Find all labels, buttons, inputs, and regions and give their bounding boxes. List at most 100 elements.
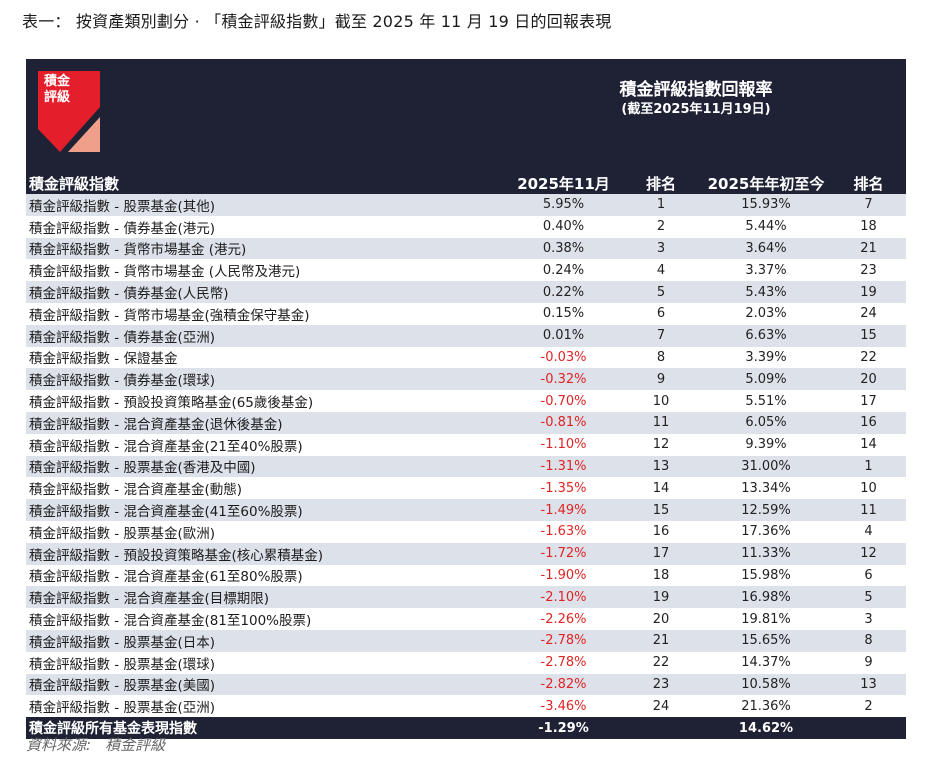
row-ytd-return: 9.39% [745,437,787,453]
row-ytd-return: 14.37% [741,655,791,671]
row-month-return: -1.49% [540,502,587,518]
row-ytd-rank: 14 [860,437,877,453]
table-row: 積金評級指數 - 債券基金(亞洲) 0.01% 7 6.63% 15 [26,324,906,347]
row-name: 積金評級指數 - 股票基金(美國) [29,678,215,695]
row-name: 積金評級指數 - 混合資產基金(61至80%股票) [29,569,303,586]
row-ytd-rank: 8 [864,633,873,649]
row-month-return: -2.26% [540,611,587,627]
row-month-rank: 20 [652,611,670,627]
col-header-rank-month: 排名 [645,174,676,193]
row-ytd-return: 19.81% [741,611,791,627]
row-month-return: 0.40% [542,219,585,235]
row-month-rank: 17 [652,546,670,562]
table-row: 積金評級指數 - 股票基金(其他) 5.95% 1 15.93% 7 [26,194,906,216]
row-ytd-rank: 23 [860,262,877,278]
row-ytd-return: 15.98% [741,567,791,583]
row-name: 積金評級指數 - 貨幣市場基金 (人民幣及港元) [29,264,301,281]
row-ytd-return: 5.09% [745,371,787,387]
total-ytd: 14.62% [738,720,794,736]
row-ytd-return: 15.93% [741,197,791,213]
table-row: 積金評級指數 - 混合資產基金(81至100%股票) -2.26% 20 19.81%… [26,608,906,630]
table-row: 積金評級指數 - 股票基金(美國) -2.82% 23 10.58% 13 [26,673,906,696]
row-ytd-rank: 4 [864,524,873,540]
source-label: 資料來源: [26,736,92,754]
total-row: 積金評級所有基金表現指數 -1.29% 14.62% [26,717,906,740]
row-month-return: -1.63% [540,524,587,540]
row-ytd-return: 31.00% [741,458,791,474]
row-ytd-rank: 22 [860,349,877,365]
row-ytd-rank: 19 [860,284,877,300]
row-ytd-rank: 24 [860,306,877,322]
row-month-rank: 10 [652,393,670,409]
row-month-rank: 14 [652,480,670,496]
row-month-rank: 15 [652,502,670,518]
row-name: 積金評級指數 - 貨幣市場基金 (港元) [29,242,247,259]
row-month-rank: 19 [652,589,670,605]
row-ytd-rank: 10 [860,480,877,496]
table-row: 積金評級指數 - 股票基金(香港及中國) -1.31% 13 31.00% 1 [26,455,906,478]
row-name: 積金評級指數 - 貨幣市場基金(強積金保守基金) [29,307,310,324]
row-ytd-rank: 16 [860,415,877,431]
row-month-rank: 2 [656,219,666,235]
row-ytd-return: 16.98% [741,589,791,605]
table-row: 積金評級指數 - 混合資產基金(動態) -1.35% 14 13.34% 10 [26,477,906,500]
row-ytd-return: 17.36% [741,524,791,540]
table-row: 積金評級指數 - 混合資產基金(目標期限) -2.10% 19 16.98% 5 [26,586,906,609]
row-name: 積金評級指數 - 混合資產基金(目標期限) [29,591,269,608]
row-name: 積金評級指數 - 股票基金(其他) [29,198,215,215]
col-header-name: 積金評級指數 [29,174,120,193]
row-name: 積金評級指數 - 混合資產基金(退休後基金) [29,416,283,433]
row-ytd-return: 21.36% [741,698,791,714]
row-month-rank: 7 [656,328,666,344]
row-month-return: -1.90% [540,567,587,583]
row-month-return: -0.81% [540,415,587,431]
source-note: 資料來源: 積金評級 [26,734,179,755]
row-name: 積金評級指數 - 混合資產基金(41至60%股票) [29,504,303,521]
row-month-rank: 4 [656,262,666,278]
col-header-month: 2025年11月 [517,174,610,193]
table-body: 積金評級指數 - 股票基金(其他) 5.95% 1 15.93% 7 積金評級指數 - 債… [26,194,906,718]
row-month-rank: 13 [652,458,670,474]
row-month-rank: 18 [652,567,670,583]
row-name: 積金評級指數 - 債券基金(人民幣) [29,286,229,303]
row-name: 積金評級指數 - 債券基金(亞洲) [29,329,215,346]
row-month-rank: 1 [656,197,666,213]
row-ytd-return: 5.43% [745,284,787,300]
table-row: 積金評級指數 - 預設投資策略基金(65歲後基金) -0.70% 10 5.51% 17 [26,390,906,412]
row-month-rank: 9 [656,371,666,387]
row-ytd-rank: 15 [860,328,877,344]
row-month-return: -2.82% [540,676,587,692]
row-name: 積金評級指數 - 股票基金(香港及中國) [29,460,256,477]
table-row: 積金評級指數 - 股票基金(日本) -2.78% 21 15.65% 8 [26,629,906,652]
header-title-date: (截至2025年11月19日) [621,102,771,117]
row-name: 積金評級指數 - 股票基金(歐洲) [29,525,215,542]
row-ytd-rank: 2 [864,698,873,714]
table-row: 積金評級指數 - 債券基金(人民幣) 0.22% 5 5.43% 19 [26,281,906,303]
row-name: 積金評級指數 - 混合資產基金(動態) [29,482,242,499]
row-month-rank: 3 [656,240,666,256]
table-row: 積金評級指數 - 貨幣市場基金 (港元) 0.38% 3 3.64% 21 [26,237,906,260]
row-name: 積金評級指數 - 債券基金(環球) [29,373,215,390]
row-ytd-return: 3.64% [745,240,787,256]
row-month-return: -2.78% [540,655,587,671]
row-month-rank: 8 [656,349,666,365]
row-month-return: -1.72% [540,546,587,562]
row-name: 積金評級指數 - 預設投資策略基金(65歲後基金) [29,395,314,412]
row-month-rank: 23 [652,676,670,692]
mpf-ratings-logo: 積金 評級 [38,71,100,152]
row-ytd-rank: 1 [864,458,873,474]
row-month-rank: 12 [652,437,670,453]
row-ytd-return: 13.34% [741,480,791,496]
row-ytd-rank: 13 [860,676,877,692]
table-row: 積金評級指數 - 混合資產基金(退休後基金) -0.81% 11 6.05% 16 [26,411,906,434]
row-ytd-return: 3.37% [745,262,787,278]
row-ytd-return: 5.44% [745,219,787,235]
row-ytd-rank: 11 [860,502,877,518]
table-row: 積金評級指數 - 貨幣市場基金 (人民幣及港元) 0.24% 4 3.37% 23 [26,259,906,282]
table-row: 積金評級指數 - 保證基金 -0.03% 8 3.39% 22 [26,346,906,369]
row-month-return: -3.46% [540,698,587,714]
row-ytd-return: 5.51% [745,393,787,409]
table-row: 積金評級指數 - 混合資產基金(61至80%股票) -1.90% 18 15.98% 6 [26,564,906,587]
row-month-return: -1.10% [540,437,587,453]
row-month-return: -0.70% [540,393,587,409]
